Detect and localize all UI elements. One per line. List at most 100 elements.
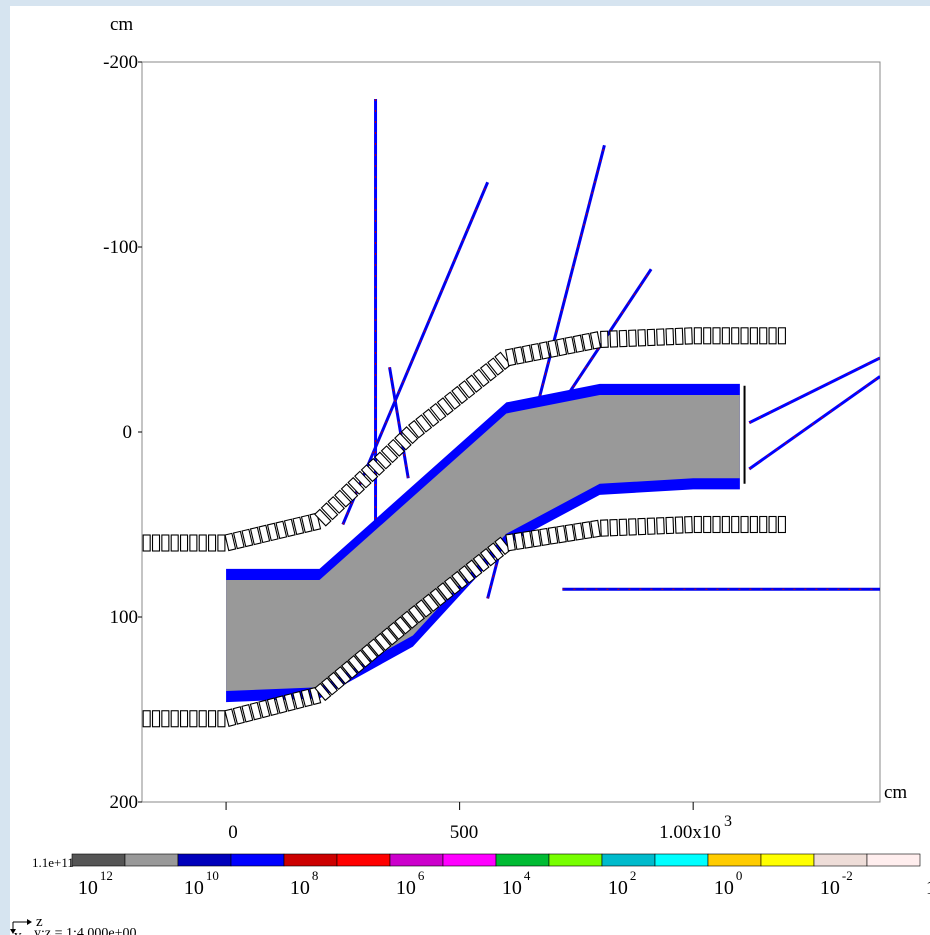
upper-boundary-cell-45: [487, 357, 505, 376]
upper-boundary-cell-39: [443, 391, 461, 410]
lower-boundary-cell-5: [189, 710, 198, 728]
lower-boundary-cell-69: [703, 515, 712, 534]
colorbar-max-label: 1.1e+11: [32, 855, 74, 870]
lower-boundary-cell-40: [451, 570, 469, 590]
upper-boundary-cell-53: [555, 337, 568, 357]
lower-boundary-cell-8: [217, 710, 226, 728]
y-tick-label-2: 0: [123, 422, 133, 443]
upper-boundary-cell-19: [309, 512, 322, 532]
colorbar-swatch-11: [654, 853, 709, 867]
track-highdose-4: [389, 367, 409, 479]
upper-boundary-cell-41: [458, 380, 476, 399]
upper-boundary-cell-56: [581, 332, 593, 352]
y-tick-label-1: -100: [103, 237, 138, 258]
y-tick-label-3: 100: [110, 607, 139, 628]
aspect-ratio-note: y:z = 1:4.000e+00: [34, 926, 137, 935]
upper-boundary-cell-23: [334, 489, 352, 508]
colorbar: [71, 853, 921, 867]
upper-boundary-cell-17: [292, 516, 305, 536]
upper-boundary-cell-42: [465, 374, 483, 393]
x-tick-label-2: 1.00x10: [659, 822, 721, 843]
lower-boundary-cell-13: [258, 699, 271, 719]
upper-boundary-cell-47: [504, 347, 517, 367]
upper-boundary-cell-68: [693, 327, 702, 345]
upper-boundary-cell-66: [674, 327, 684, 346]
beam-band: [226, 383, 746, 703]
y-tick-label-4: 200: [110, 792, 139, 813]
lower-boundary-cell-55: [573, 522, 584, 541]
upper-boundary-cell-76: [768, 327, 777, 345]
lower-boundary-cell-68: [693, 515, 702, 534]
lower-boundary-cell-58: [600, 519, 609, 537]
upper-boundary-cell-2: [161, 534, 170, 552]
upper-boundary-cell-54: [564, 336, 576, 355]
lower-boundary-cell-62: [637, 517, 647, 536]
upper-boundary-cell-55: [572, 334, 585, 353]
lower-boundary-cell-60: [618, 518, 628, 536]
colorbar-tick-base-1: 10: [184, 877, 204, 899]
colorbar-swatch-14: [813, 853, 868, 867]
upper-boundary-cell-9: [224, 532, 237, 552]
colorbar-tick-base-5: 10: [608, 877, 628, 899]
lower-boundary-cell-27: [360, 643, 379, 663]
colorbar-swatch-15: [866, 853, 921, 867]
upper-boundary-cell-32: [394, 432, 412, 451]
upper-boundary-cell-46: [494, 351, 512, 371]
lower-boundary-cell-17: [292, 690, 305, 710]
colorbar-tick-exp-2: 8: [312, 868, 319, 883]
upper-boundary-cell-7: [208, 534, 217, 552]
colorbar-swatch-7: [442, 853, 497, 867]
lower-boundary-cell-16: [283, 693, 296, 712]
colorbar-swatch-13: [760, 853, 815, 867]
lower-boundary-cell-15: [275, 695, 288, 714]
lower-boundary-cell-74: [749, 515, 758, 534]
colorbar-tick-base-2: 10: [290, 877, 310, 899]
upper-boundary-cell-64: [656, 328, 665, 346]
lower-boundary-cell-53: [556, 525, 567, 544]
lower-boundary-cell-66: [674, 516, 684, 534]
upper-boundary-cell-1: [151, 534, 161, 552]
colorbar-swatch-9: [548, 853, 603, 867]
upper-boundary-cell-59: [609, 330, 619, 348]
upper-boundary-cell-65: [665, 328, 675, 346]
axis-h-name: z: [36, 914, 43, 930]
y-unit-label: cm: [110, 14, 133, 35]
lower-boundary-cell-51: [539, 527, 550, 547]
upper-boundary-cell-15: [275, 520, 288, 540]
axes: [138, 61, 694, 810]
upper-boundary-cell-24: [340, 483, 359, 502]
lower-boundary-cell-37: [429, 587, 447, 607]
upper-boundary-cell-3: [170, 534, 179, 552]
colorbar-tick-base-8: 10: [926, 877, 930, 899]
colorbar-tick-base-6: 10: [714, 877, 734, 899]
track-highdose-6: [748, 357, 880, 424]
upper-boundary-cell-21: [320, 502, 339, 521]
lower-boundary-cell-1: [151, 710, 161, 728]
lower-boundary-cell-73: [740, 515, 749, 534]
lower-boundary-cell-11: [241, 703, 254, 723]
upper-boundary-cell-14: [266, 522, 279, 542]
lower-boundary-cell-14: [266, 697, 279, 717]
magnet-boundaries: [142, 327, 786, 728]
upper-boundary-cell-6: [198, 534, 207, 552]
lower-boundary-cell-4: [179, 710, 189, 728]
upper-boundary-cell-71: [721, 327, 730, 345]
colorbar-swatch-8: [495, 853, 550, 867]
upper-boundary-cell-63: [646, 328, 656, 347]
colorbar-tick-exp-4: 4: [524, 868, 531, 883]
lower-boundary-cell-30: [380, 627, 399, 646]
colorbar-swatch-2: [177, 853, 232, 867]
upper-boundary-cell-8: [217, 534, 226, 552]
lower-boundary-cell-61: [628, 518, 637, 536]
lower-boundary-cell-50: [530, 529, 542, 548]
y-tick-label-0: -200: [103, 52, 138, 73]
upper-boundary-cell-33: [400, 426, 419, 445]
lower-boundary-cell-25: [347, 655, 365, 674]
lower-boundary-cell-19: [309, 686, 322, 706]
lower-boundary-cell-70: [712, 515, 721, 534]
upper-boundary-cell-62: [637, 329, 647, 347]
colorbar-tick-exp-6: 0: [736, 868, 743, 883]
upper-boundary-cell-50: [530, 342, 542, 362]
lower-boundary-cell-18: [300, 688, 313, 708]
